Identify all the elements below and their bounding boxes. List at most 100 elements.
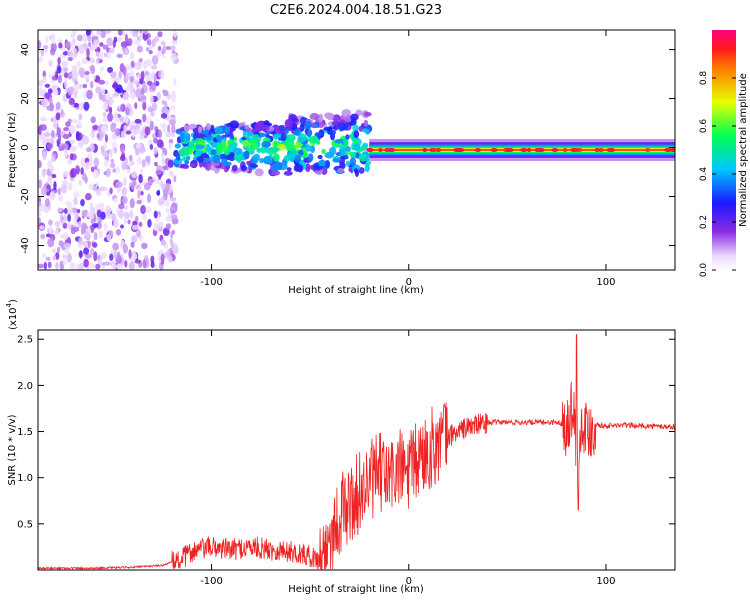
heatmap-cell	[104, 30, 112, 34]
spectrogram-x-axis-label: Height of straight line (km)	[288, 285, 424, 296]
heatmap-cell	[70, 226, 76, 235]
heatmap-cell	[78, 113, 83, 121]
heatmap-cell	[96, 133, 101, 139]
heatmap-cell	[435, 148, 442, 152]
heatmap-cell	[96, 209, 102, 218]
heatmap-cell	[115, 263, 123, 270]
heatmap-cell	[89, 57, 96, 64]
heatmap-cell	[138, 146, 146, 154]
heatmap-cell	[121, 196, 128, 205]
heatmap-cell	[338, 147, 345, 155]
heatmap-cell	[154, 161, 158, 167]
heatmap-cell	[150, 261, 155, 268]
heatmap-cell	[42, 252, 46, 258]
heatmap-cell	[60, 213, 64, 223]
heatmap-cell	[67, 213, 71, 222]
heatmap-cell	[57, 207, 63, 213]
heatmap-cell	[83, 258, 89, 268]
heatmap-cell	[115, 181, 123, 189]
heatmap-cell	[171, 230, 176, 235]
heatmap-cell	[216, 145, 225, 154]
heatmap-cell	[204, 129, 210, 137]
heatmap-cell	[134, 102, 138, 110]
heatmap-cell	[127, 219, 131, 225]
heatmap-cell	[283, 155, 290, 161]
heatmap-cell	[124, 48, 129, 56]
heatmap-cell	[39, 225, 45, 230]
heatmap-cell	[135, 88, 143, 99]
heatmap-cell	[113, 250, 118, 260]
heatmap-cell	[98, 229, 104, 239]
heatmap-cell	[329, 146, 337, 156]
heatmap-cell	[95, 86, 102, 94]
heatmap-cell	[99, 202, 105, 212]
heatmap-cell	[90, 116, 96, 124]
heatmap-cell	[136, 156, 142, 166]
heatmap-cell	[62, 133, 70, 140]
heatmap-cell	[254, 168, 264, 177]
heatmap-cell	[294, 155, 302, 163]
heatmap-cell	[133, 39, 141, 46]
heatmap-cell	[205, 146, 212, 152]
heatmap-cell	[85, 161, 91, 170]
heatmap-cell	[129, 198, 135, 209]
heatmap-cell	[167, 124, 171, 134]
heatmap-cell	[331, 121, 342, 126]
heatmap-cell	[162, 45, 167, 54]
heatmap-cell	[52, 40, 56, 45]
heatmap-cell	[144, 126, 151, 136]
heatmap-cell	[129, 75, 134, 83]
heatmap-cell	[56, 127, 61, 136]
heatmap-cell	[123, 205, 129, 211]
heatmap-cell	[43, 132, 51, 137]
heatmap-cell	[46, 143, 53, 150]
heatmap-cell	[170, 241, 174, 250]
heatmap-cell	[366, 148, 373, 152]
heatmap-cell	[261, 141, 272, 148]
heatmap-cell	[361, 128, 369, 133]
heatmap-cell	[134, 118, 142, 124]
heatmap-cell	[184, 124, 190, 133]
heatmap-cell	[130, 160, 135, 166]
heatmap-cell	[337, 167, 344, 173]
heatmap-cell	[132, 253, 138, 260]
heatmap-cell	[474, 148, 481, 152]
heatmap-cell	[259, 158, 265, 164]
heatmap-cell	[109, 187, 113, 195]
heatmap-cell	[40, 124, 47, 131]
heatmap-cell	[338, 144, 348, 149]
snr-multiplier: (x104)	[5, 299, 19, 330]
heatmap-cell	[141, 204, 146, 214]
heatmap-cell	[120, 130, 127, 139]
heatmap-cell	[297, 164, 304, 173]
heatmap-cell	[146, 38, 152, 46]
heatmap-cell	[72, 38, 76, 44]
heatmap-cell	[153, 223, 160, 232]
heatmap-cell	[41, 169, 47, 179]
heatmap-cell	[305, 144, 312, 152]
heatmap-cell	[251, 141, 259, 150]
heatmap-cell	[279, 124, 285, 132]
heatmap-cell	[490, 148, 498, 152]
heatmap-cell	[170, 45, 176, 51]
heatmap-cell	[244, 124, 250, 130]
heatmap-cell	[364, 163, 370, 173]
heatmap-cell	[56, 246, 61, 254]
heatmap-cell	[89, 210, 95, 220]
heatmap-cell	[90, 225, 95, 234]
heatmap-cell	[53, 181, 57, 191]
heatmap-cell	[165, 131, 172, 138]
heatmap-cell	[138, 32, 144, 41]
heatmap-cell	[58, 240, 64, 247]
heatmap-cell	[164, 198, 170, 208]
heatmap-cell	[104, 186, 108, 192]
heatmap-cell	[93, 39, 98, 50]
heatmap-cell	[205, 123, 211, 131]
heatmap-cell	[162, 165, 168, 171]
colorbar: 0.0 0.2 0.4 0.6 0.8 Normalized spectral ampl…	[699, 30, 749, 277]
heatmap-cell	[69, 153, 74, 161]
heatmap-cell	[81, 58, 88, 65]
heatmap-cell	[147, 218, 152, 228]
heatmap-cell	[102, 116, 108, 124]
heatmap-cell	[79, 250, 83, 259]
